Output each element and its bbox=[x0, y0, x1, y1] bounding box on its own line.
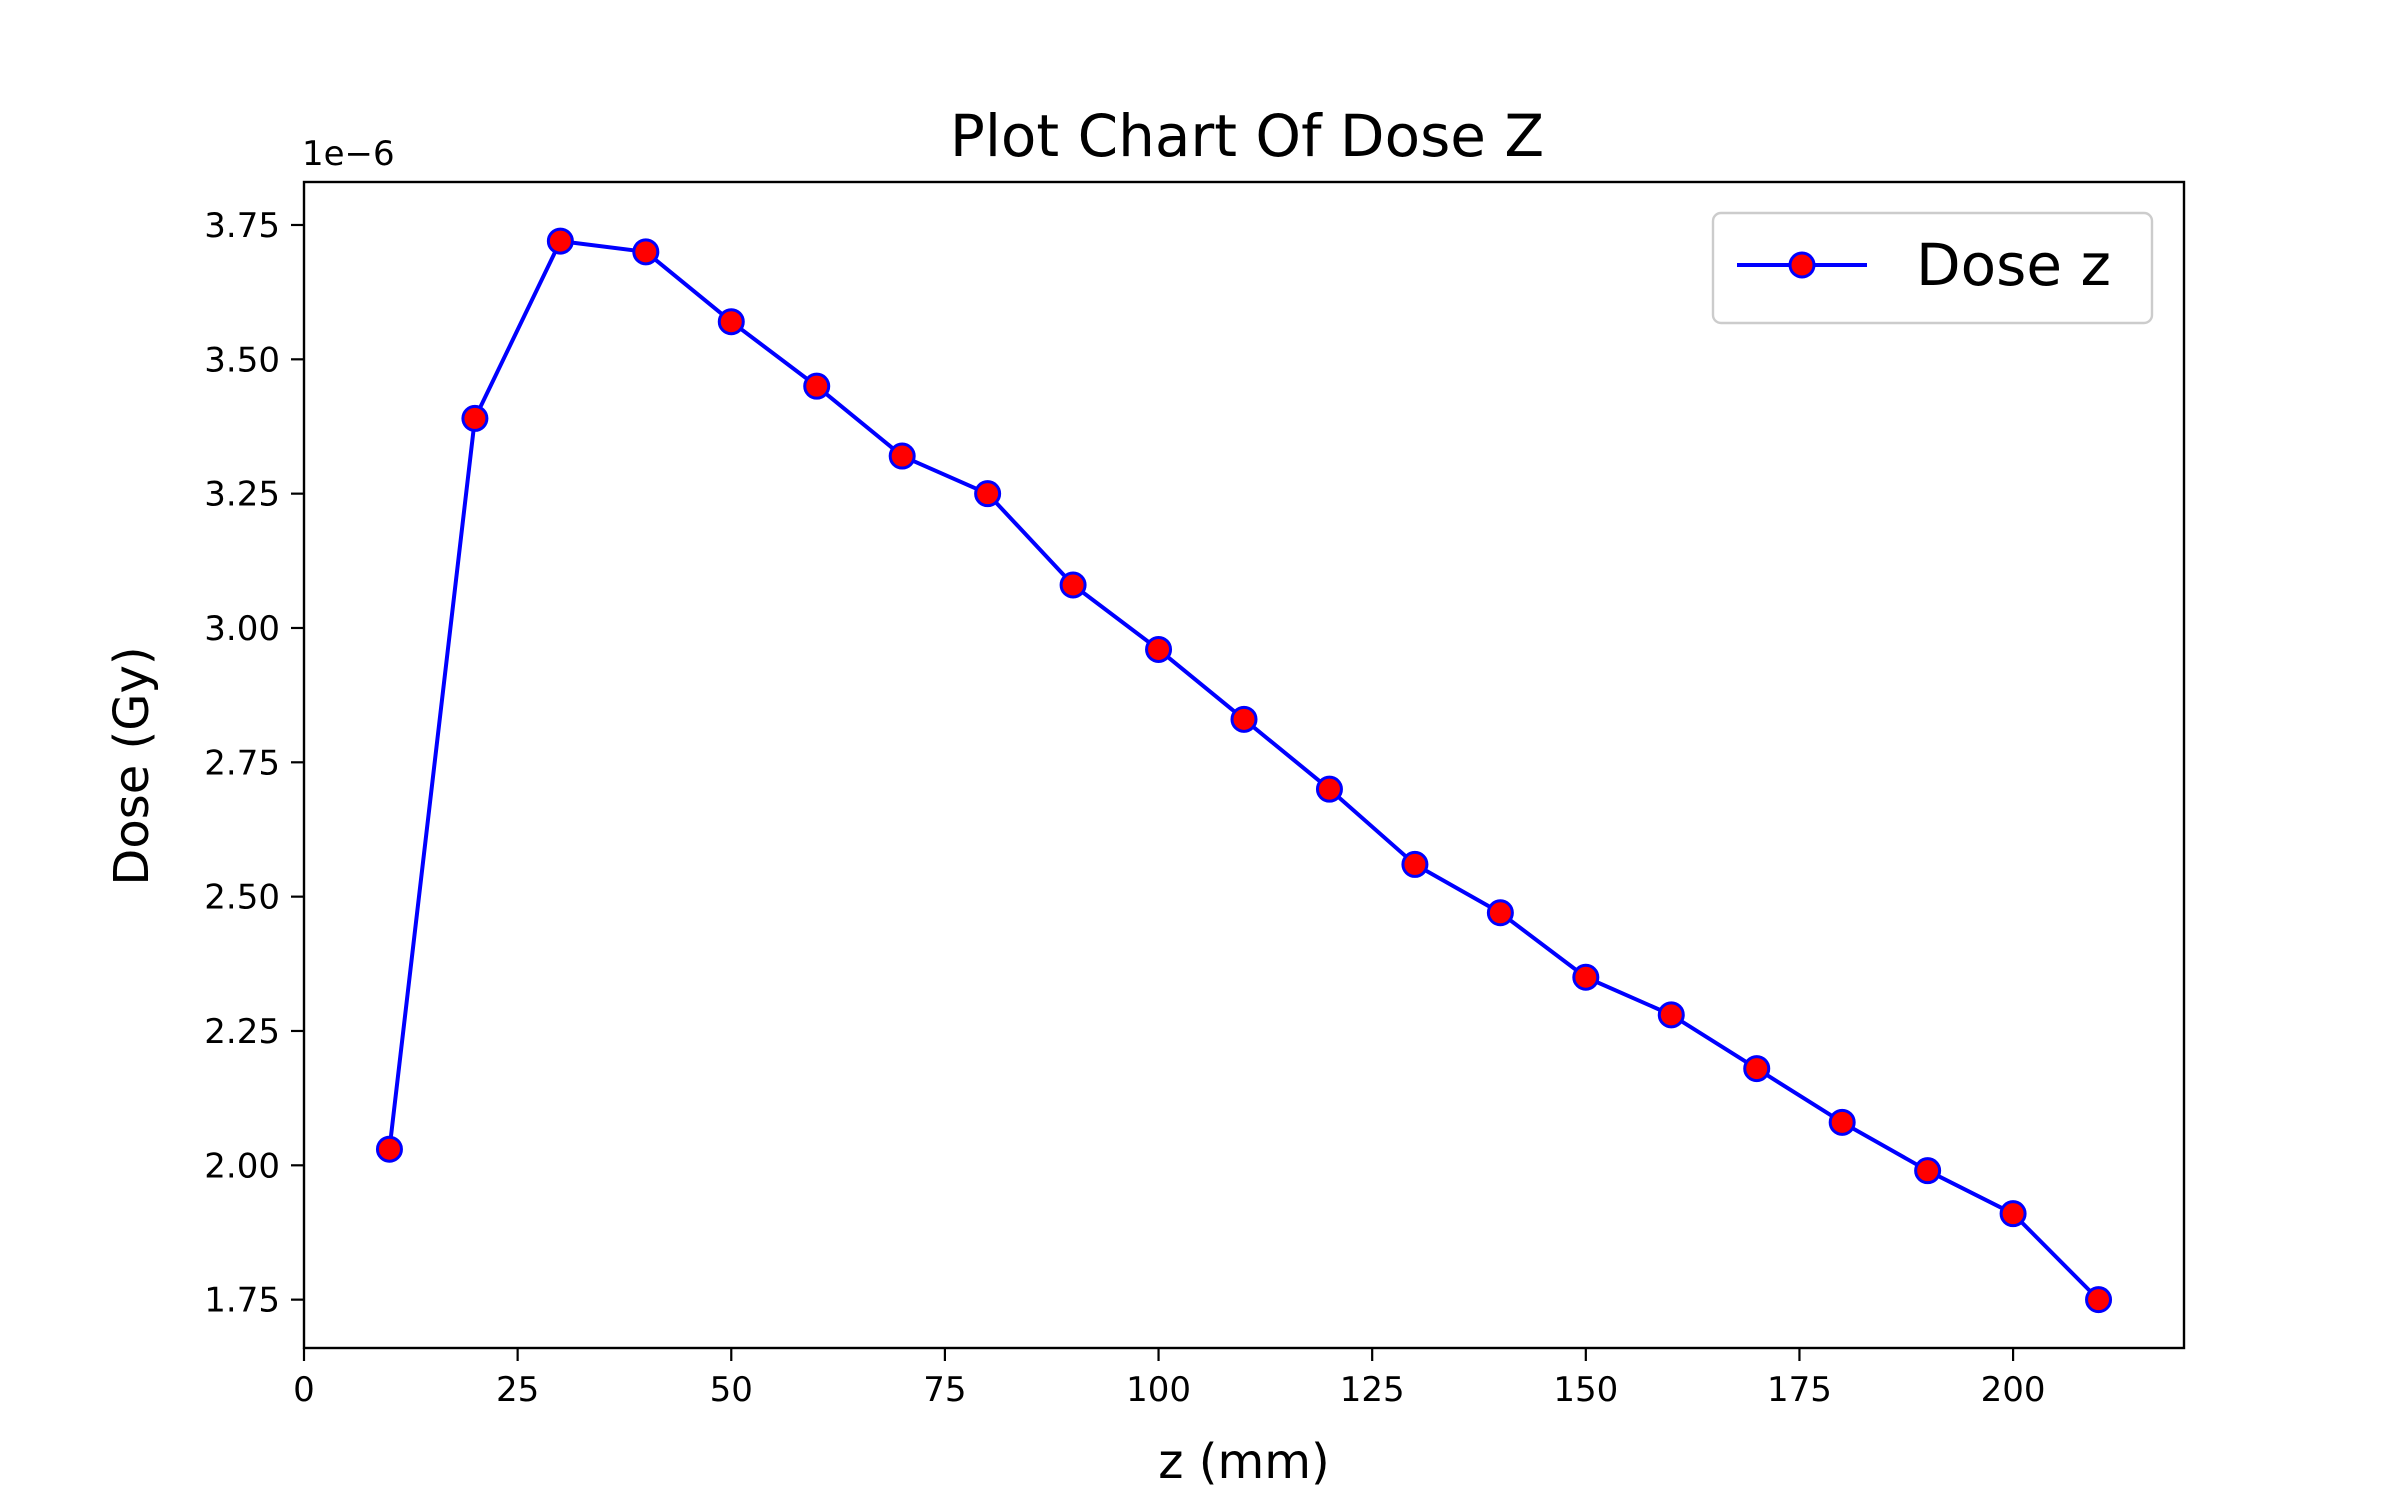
data-point bbox=[632, 238, 660, 266]
x-tick-label: 175 bbox=[1767, 1370, 1832, 1410]
data-point bbox=[1999, 1200, 2027, 1228]
data-point bbox=[1572, 963, 1600, 991]
y-tick-label: 2.50 bbox=[204, 878, 280, 918]
data-point bbox=[1401, 850, 1429, 878]
data-point bbox=[1914, 1157, 1942, 1185]
x-tick-label: 150 bbox=[1553, 1370, 1618, 1410]
data-point bbox=[888, 442, 916, 470]
y-tick-label: 3.50 bbox=[204, 340, 280, 380]
y-tick-label: 3.00 bbox=[204, 609, 280, 649]
legend-label: Dose z bbox=[1916, 231, 2111, 299]
x-tick-label: 125 bbox=[1340, 1370, 1405, 1410]
x-tick-label: 25 bbox=[496, 1370, 539, 1410]
data-point bbox=[1230, 705, 1258, 733]
data-point bbox=[546, 227, 574, 255]
chart-title: Plot Chart Of Dose Z bbox=[950, 102, 1544, 170]
data-point bbox=[1486, 899, 1514, 927]
x-axis-title: z (mm) bbox=[1158, 1434, 1329, 1490]
axis-ticks: 0 25 50 75 100 125 150 175 200 1.75 2.00 2.25 2.50 2.… bbox=[204, 206, 2045, 1410]
x-tick-label: 50 bbox=[710, 1370, 753, 1410]
x-tick-label: 100 bbox=[1126, 1370, 1191, 1410]
data-point bbox=[375, 1135, 403, 1163]
data-point bbox=[974, 480, 1002, 508]
data-point bbox=[803, 372, 831, 400]
plot-area-frame bbox=[302, 180, 2186, 1350]
legend-marker-swatch bbox=[1788, 251, 1816, 279]
y-tick-label: 3.25 bbox=[204, 475, 280, 515]
legend-frame bbox=[1711, 211, 2154, 325]
series-layer bbox=[375, 227, 2113, 1314]
y-axis-offset-label: 1e−6 bbox=[302, 134, 395, 174]
data-point bbox=[1657, 1001, 1685, 1029]
data-point bbox=[1828, 1108, 1856, 1136]
y-tick-label: 2.00 bbox=[204, 1146, 280, 1186]
legend: Dose z bbox=[1711, 211, 2154, 325]
y-tick-label: 1.75 bbox=[204, 1281, 280, 1321]
data-point bbox=[461, 404, 489, 432]
data-point bbox=[1743, 1055, 1771, 1083]
x-tick-label: 200 bbox=[1981, 1370, 2046, 1410]
x-tick-label: 0 bbox=[293, 1370, 315, 1410]
data-point bbox=[1315, 775, 1343, 803]
x-tick-label: 75 bbox=[923, 1370, 966, 1410]
data-point bbox=[717, 308, 745, 336]
y-tick-label: 2.25 bbox=[204, 1012, 280, 1052]
data-point bbox=[2085, 1286, 2113, 1314]
y-tick-label: 3.75 bbox=[204, 206, 280, 246]
data-point bbox=[1145, 635, 1173, 663]
y-tick-label: 2.75 bbox=[204, 743, 280, 783]
data-point bbox=[1059, 571, 1087, 599]
y-axis-title: Dose (Gy) bbox=[104, 646, 160, 885]
